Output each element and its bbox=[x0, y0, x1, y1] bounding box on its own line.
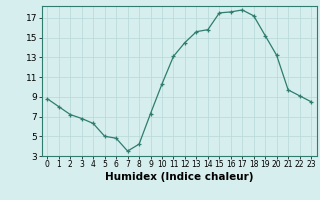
X-axis label: Humidex (Indice chaleur): Humidex (Indice chaleur) bbox=[105, 172, 253, 182]
